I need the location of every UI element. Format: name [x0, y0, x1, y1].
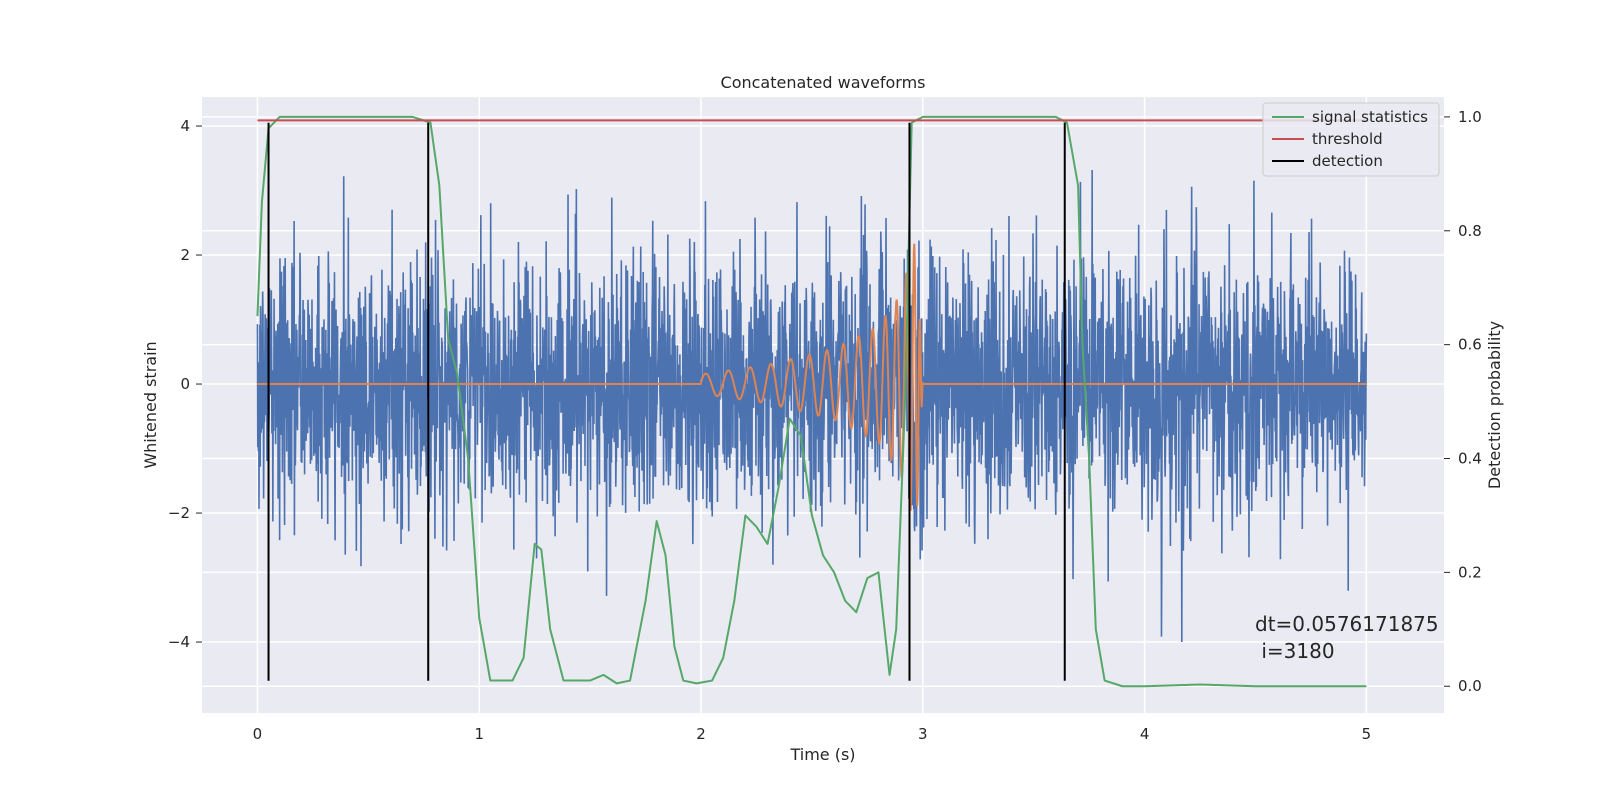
- y-left-tick-label: 4: [180, 117, 190, 135]
- x-tick-label: 3: [918, 725, 928, 743]
- y-right-tick-label: 0.6: [1458, 336, 1482, 354]
- y-right-tick-label: 0.8: [1458, 222, 1482, 240]
- x-tick-label: 4: [1140, 725, 1150, 743]
- y-right-tick-label: 0.4: [1458, 450, 1482, 468]
- y-axis-right-label: Detection probability: [1485, 321, 1504, 489]
- y-axis-left-label: Whitened strain: [141, 341, 160, 468]
- series-whitened-strain: [256, 169, 1368, 643]
- legend-label-detection: detection: [1312, 152, 1383, 170]
- y-right-tick-label: 0.0: [1458, 677, 1482, 695]
- series-injected-signal: [257, 243, 1367, 511]
- series-layer: [256, 115, 1368, 688]
- chart-title: Concatenated waveforms: [721, 73, 926, 92]
- annotation-index: i=3180: [1255, 639, 1335, 663]
- x-tick-label: 1: [474, 725, 484, 743]
- legend: signal statistics threshold detection: [1262, 102, 1440, 177]
- tick-labels: 0 1 2 3 4 5 −4 −2 0 2 4 0.0 0.2 0.4 0.6 0.8 1.0: [168, 108, 1482, 743]
- y-left-tick-label: 2: [180, 246, 190, 264]
- x-tick-label: 5: [1362, 725, 1372, 743]
- y-left-tick-label: −2: [168, 504, 190, 522]
- x-tick-label: 0: [253, 725, 263, 743]
- x-tick-label: 2: [696, 725, 706, 743]
- legend-label-threshold: threshold: [1312, 130, 1383, 148]
- y-right-tick-label: 0.2: [1458, 563, 1482, 581]
- legend-box: [1262, 102, 1440, 177]
- y-left-tick-label: −4: [168, 633, 190, 651]
- y-left-tick-label: 0: [180, 375, 190, 393]
- x-axis-label: Time (s): [789, 745, 855, 764]
- y-right-tick-label: 1.0: [1458, 108, 1482, 126]
- annotation-dt: dt=0.0576171875: [1255, 612, 1439, 636]
- legend-label-signal-statistics: signal statistics: [1312, 108, 1428, 126]
